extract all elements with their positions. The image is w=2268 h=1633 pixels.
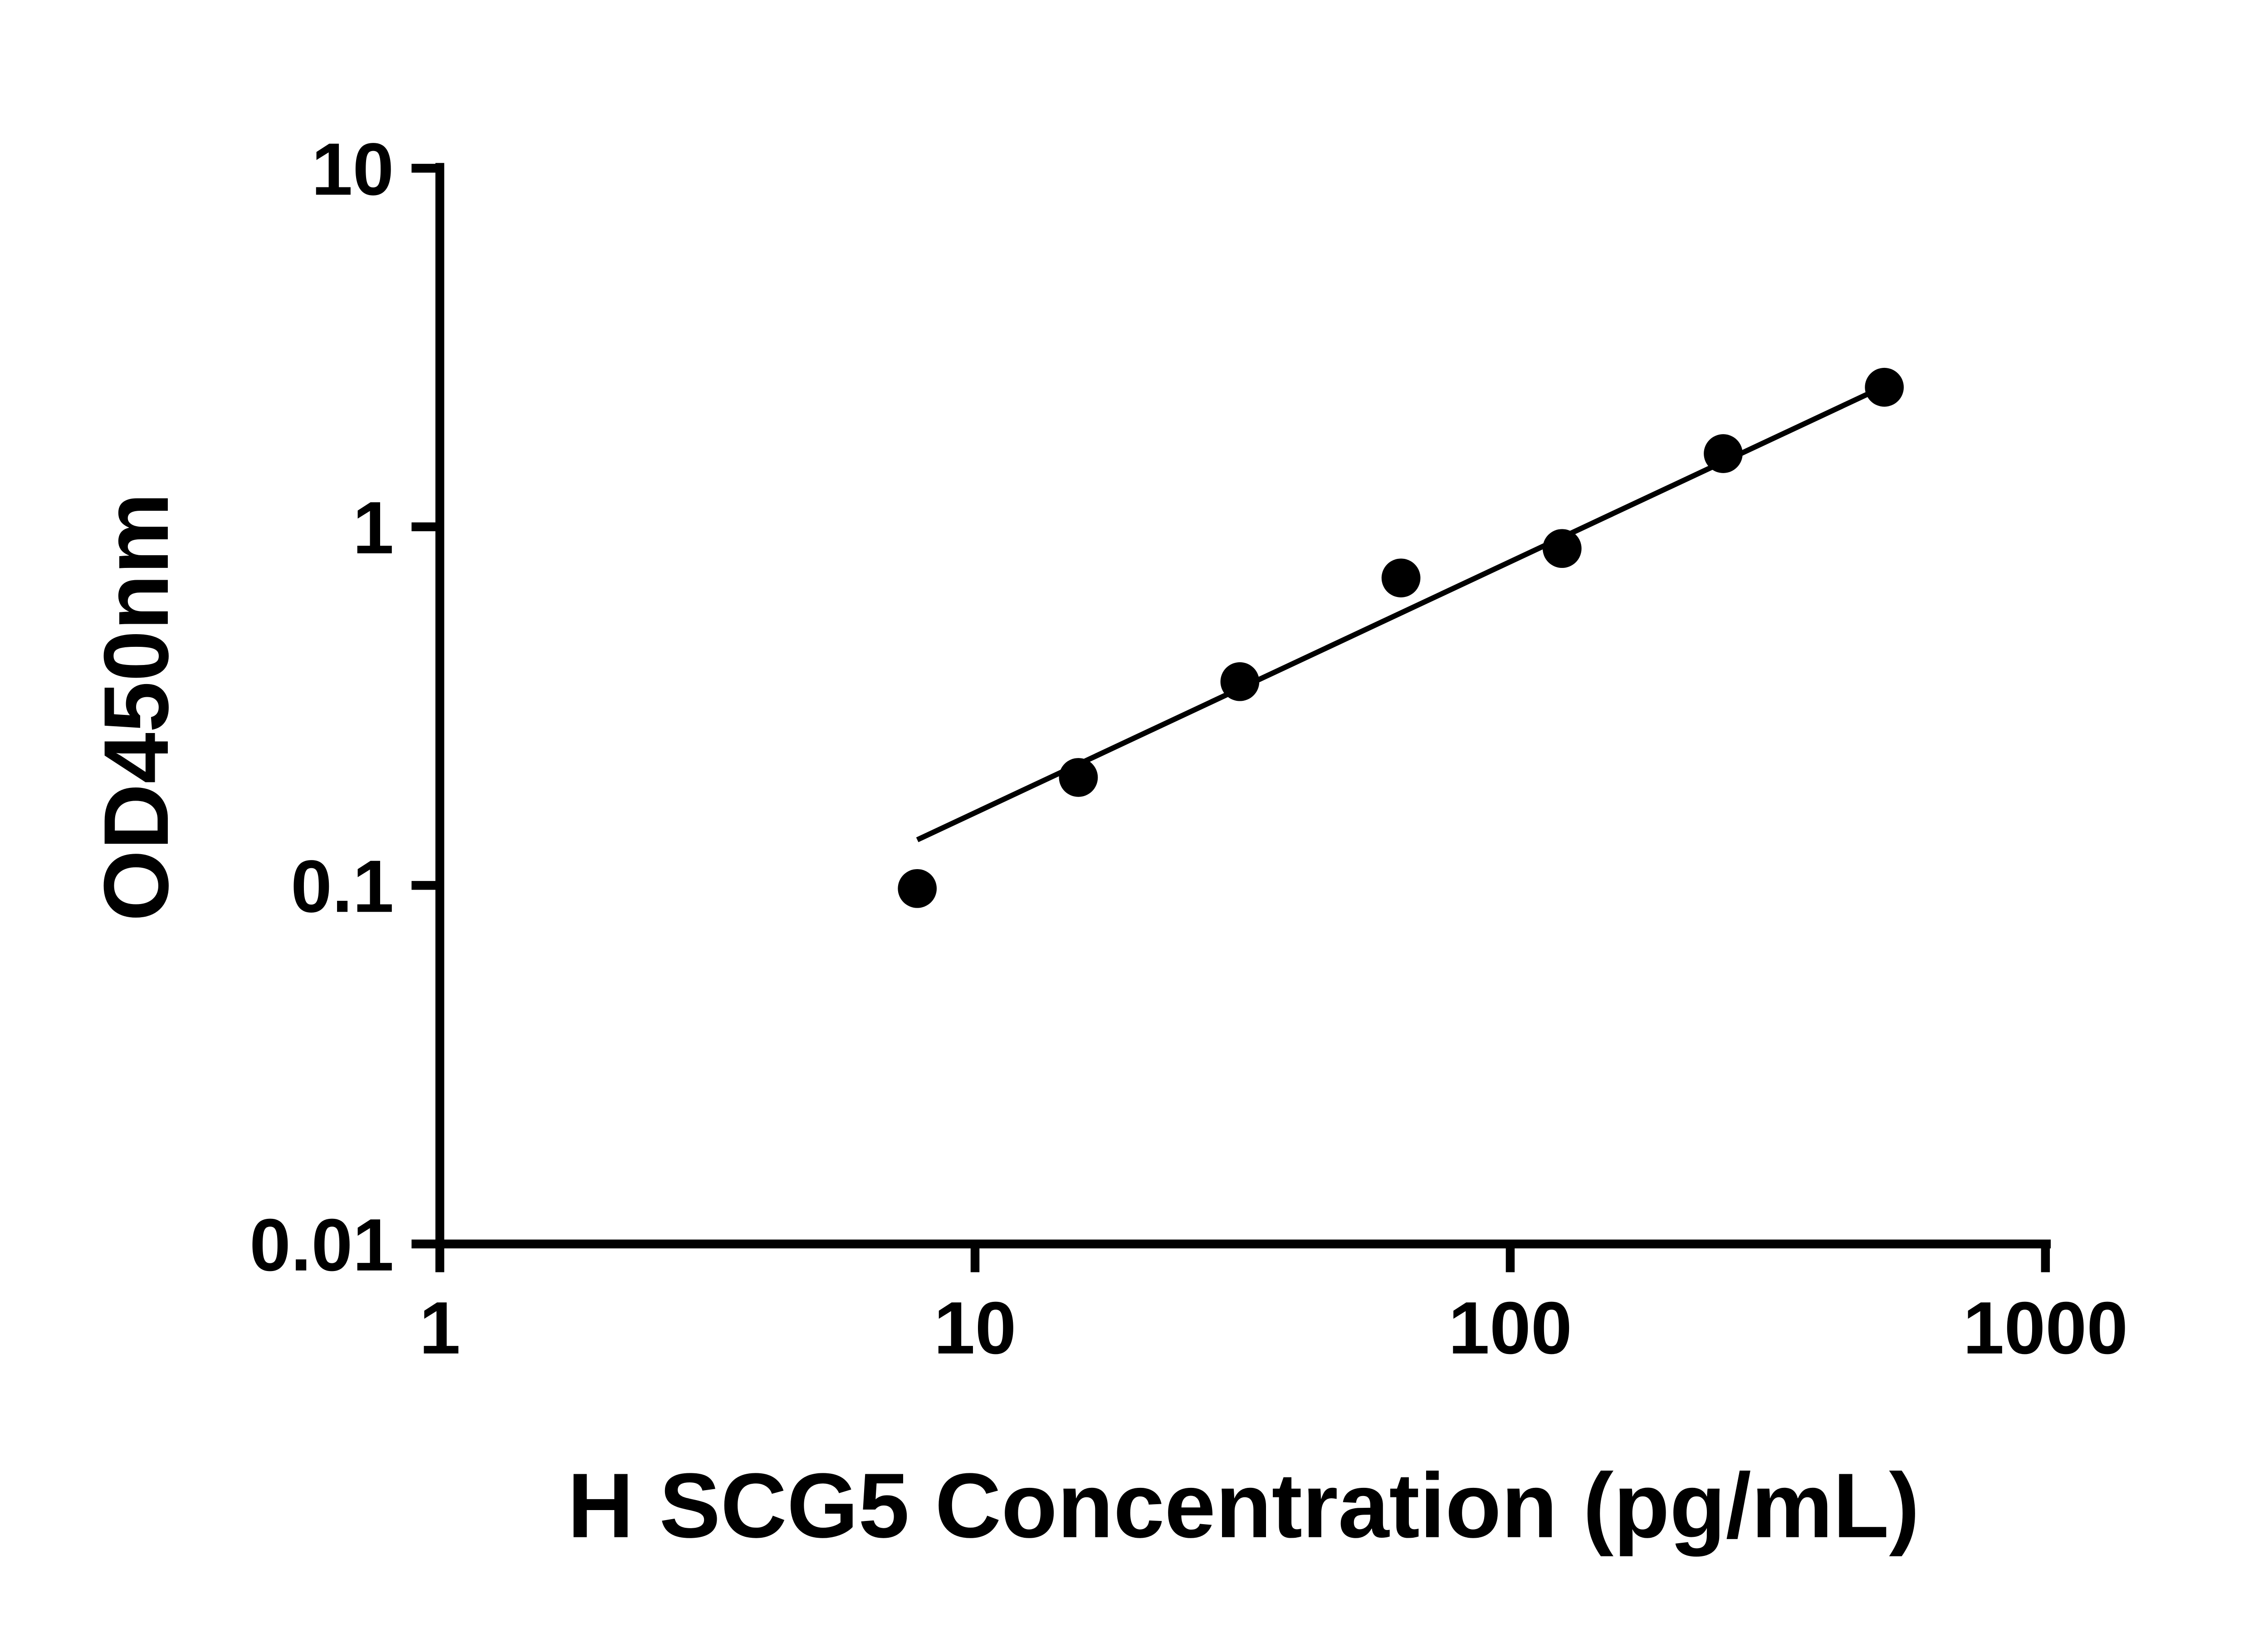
y-tick-label: 10 (311, 127, 394, 210)
data-point (1381, 558, 1421, 597)
y-axis-title: OD450nm (85, 493, 187, 921)
x-tick-label: 100 (1448, 1286, 1572, 1369)
axis-tick-labels: 1 10 100 1000 0.01 0.1 1 10 (249, 127, 2128, 1369)
data-point (1865, 367, 1904, 407)
axes (435, 163, 2051, 1249)
y-tick-label: 1 (352, 486, 394, 569)
x-tick-label: 1000 (1963, 1286, 2128, 1369)
data-point (1542, 529, 1582, 568)
x-tick-label: 10 (934, 1286, 1017, 1369)
y-tick-label: 0.01 (249, 1203, 394, 1286)
y-tick-label: 0.1 (291, 845, 394, 928)
data-point (1220, 662, 1260, 701)
data-point (1704, 434, 1743, 473)
data-points-group (898, 367, 1904, 908)
data-point (898, 869, 937, 908)
x-axis-title: H SCG5 Concentration (pg/mL) (567, 1454, 1920, 1557)
x-tick-label: 1 (419, 1286, 460, 1369)
axis-ticks (411, 164, 2050, 1272)
data-point (1059, 758, 1098, 797)
